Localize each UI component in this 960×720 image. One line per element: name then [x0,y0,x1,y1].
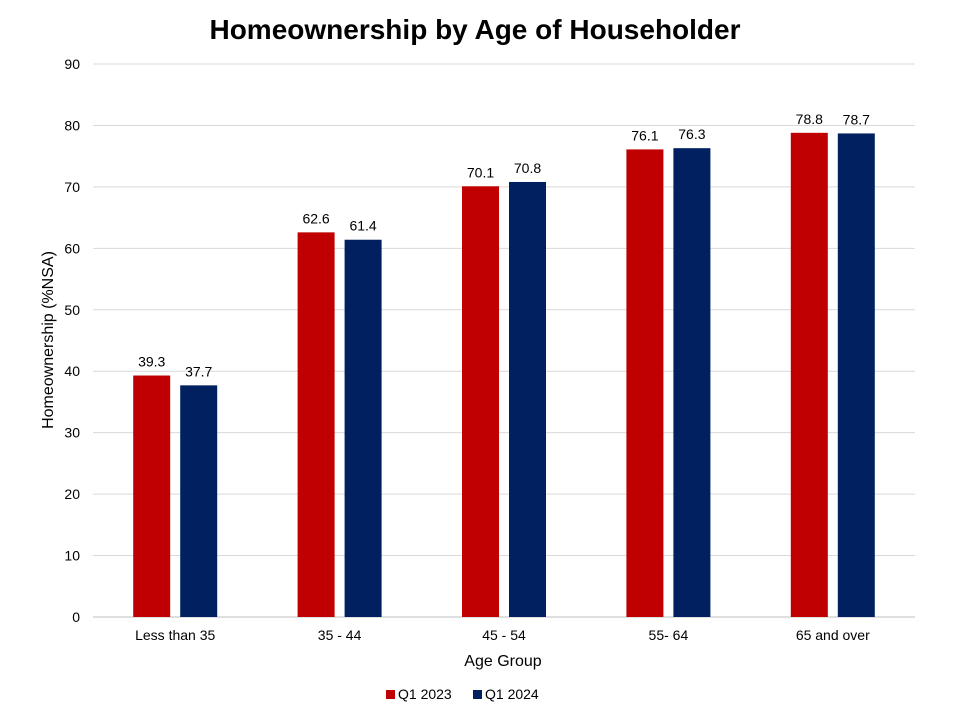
legend: Q1 2023 Q1 2024 [386,686,539,702]
data-label: 78.8 [796,111,823,127]
y-tick-label: 80 [64,117,80,133]
data-label: 78.7 [843,111,870,127]
x-tick-label: 45 - 54 [482,627,526,643]
y-axis-ticks: 0 10 20 30 40 50 60 70 80 90 [64,56,80,625]
x-tick-label: 55- 64 [649,627,689,643]
x-tick-label: 65 and over [796,627,870,643]
bar [509,181,546,617]
data-label: 70.8 [514,160,541,176]
data-label: 37.7 [185,363,212,379]
legend-swatch [386,690,395,699]
bar [180,385,218,617]
legend-swatch [473,690,482,699]
x-tick-label: 35 - 44 [318,627,362,643]
data-label: 76.1 [631,127,658,143]
legend-label: Q1 2023 [398,686,452,702]
y-tick-label: 50 [64,302,80,318]
bar [790,132,828,617]
data-label: 70.1 [467,164,494,180]
data-label: 62.6 [302,210,329,226]
bar [626,149,664,617]
y-tick-label: 0 [72,609,80,625]
y-tick-label: 10 [64,548,80,564]
bar [297,232,335,617]
bar [344,239,382,617]
legend-label: Q1 2024 [485,686,539,702]
bars [133,132,875,617]
x-axis-title: Age Group [464,653,541,670]
bar [837,133,875,617]
y-tick-label: 60 [64,240,80,256]
data-label: 61.4 [349,218,376,234]
y-tick-label: 70 [64,179,80,195]
bar [462,186,499,617]
data-label: 76.3 [678,126,705,142]
y-tick-label: 20 [64,486,80,502]
x-axis-ticks: Less than 35 35 - 44 45 - 54 55- 64 65 and o… [135,627,870,643]
gridlines [93,63,915,618]
bar [133,375,171,617]
data-label: 39.3 [138,354,165,370]
y-axis-title: Homeownership (%NSA) [40,251,57,429]
data-labels: 39.3 37.7 62.6 61.4 70.1 70.8 76.1 76.3 78.8 78.7 [138,111,870,380]
bar [673,148,711,617]
chart-title: Homeownership by Age of Householder [209,14,740,45]
x-tick-label: Less than 35 [135,627,215,643]
y-tick-label: 40 [64,363,80,379]
y-tick-label: 90 [64,56,80,72]
y-tick-label: 30 [64,425,80,441]
